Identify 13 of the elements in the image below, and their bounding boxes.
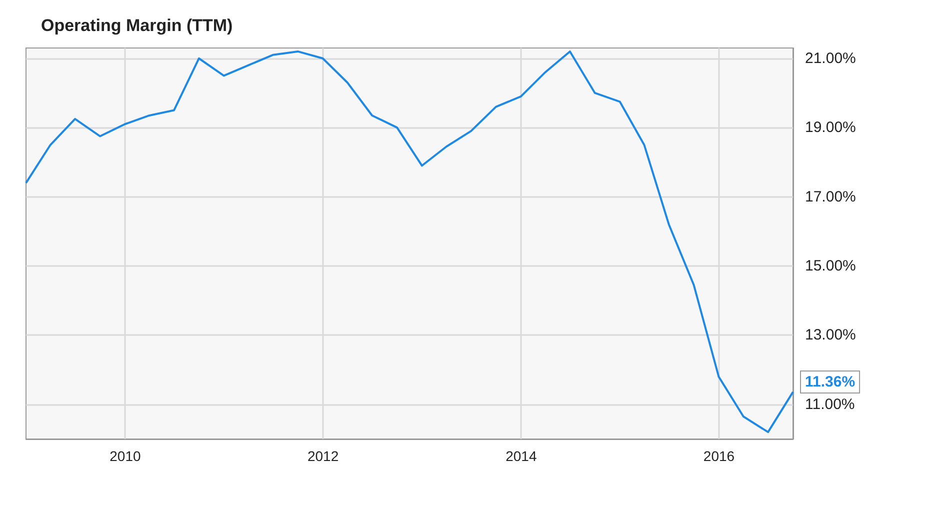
chart-title: Operating Margin (TTM) (41, 16, 233, 35)
y-tick-label: 19.00% (805, 119, 856, 136)
y-tick-label: 15.00% (805, 257, 856, 274)
y-tick-label: 11.00% (805, 396, 855, 413)
x-tick-label: 2014 (506, 448, 537, 464)
x-tick-label: 2010 (110, 448, 141, 464)
line-series (25, 50, 794, 434)
y-tick-label: 21.00% (805, 50, 856, 67)
y-tick-label: 17.00% (805, 188, 856, 206)
data-label: 11.36% (805, 373, 856, 390)
y-tick-label: 13.00% (805, 326, 856, 344)
x-tick-label: 2016 (703, 448, 735, 464)
x-tick-label: 2012 (307, 448, 339, 464)
